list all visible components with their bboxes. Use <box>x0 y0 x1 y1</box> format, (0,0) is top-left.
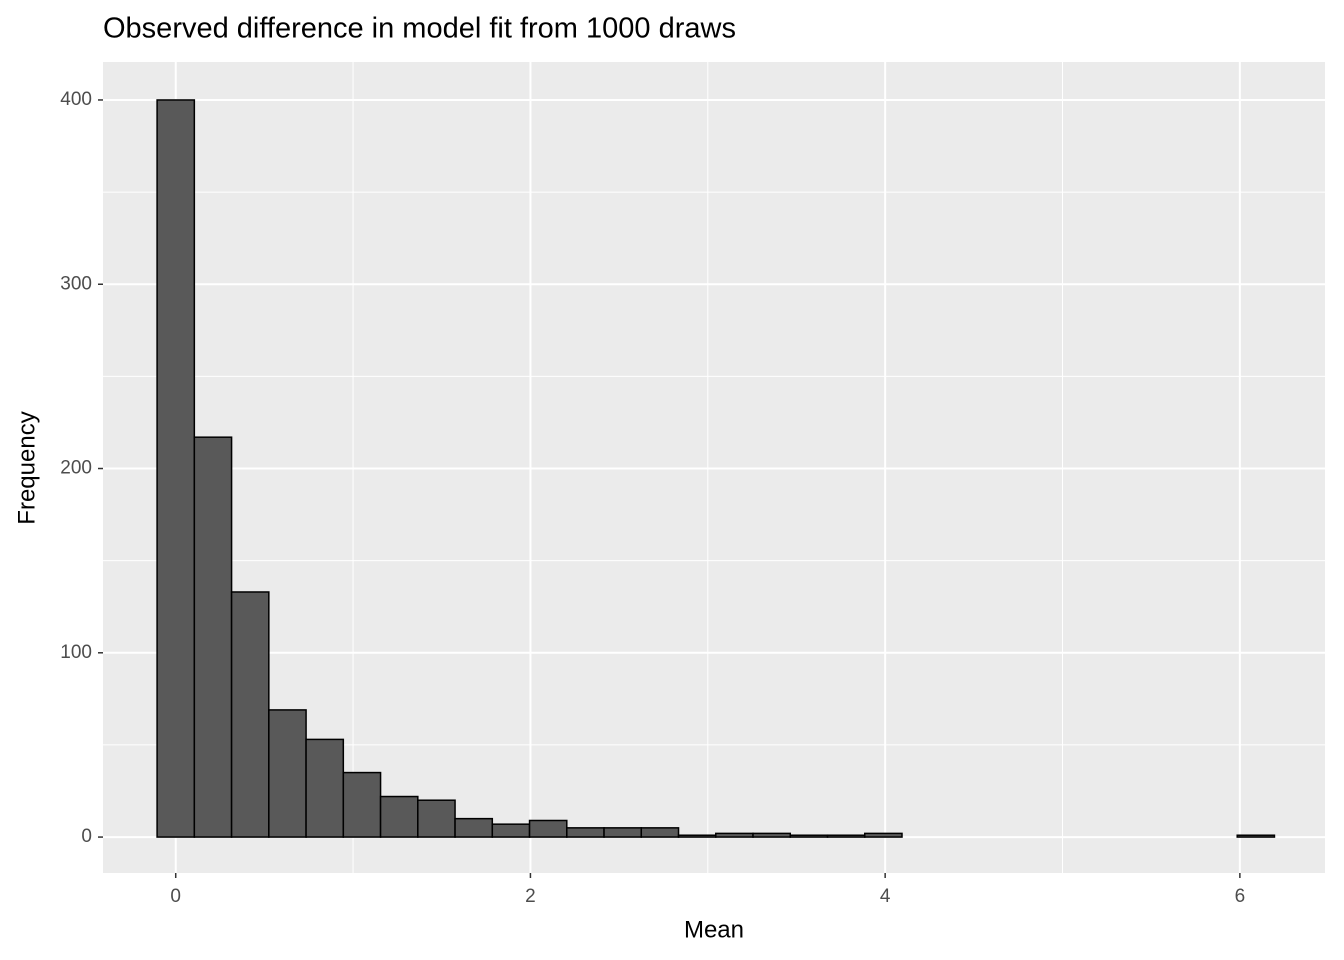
y-tick-label: 400 <box>60 89 92 110</box>
bar <box>752 832 792 838</box>
bar <box>305 738 345 838</box>
bar <box>789 834 829 838</box>
bar <box>491 823 531 838</box>
y-tick-label: 300 <box>60 273 92 294</box>
bar <box>677 834 717 838</box>
bar <box>193 436 233 838</box>
bar <box>156 99 196 838</box>
bar <box>603 827 643 838</box>
y-tick-label: 0 <box>81 826 92 847</box>
x-tick-label: 6 <box>1235 886 1246 907</box>
bar <box>1236 834 1276 838</box>
x-tick-label: 0 <box>170 886 181 907</box>
bar <box>342 771 382 838</box>
bar <box>715 832 754 838</box>
bar <box>528 819 568 838</box>
x-tick-label: 2 <box>525 886 536 907</box>
bar <box>826 834 866 838</box>
bar <box>379 795 419 838</box>
bar <box>864 832 903 838</box>
y-axis-title: Frequency <box>13 411 40 524</box>
bar <box>417 799 456 838</box>
y-tick-label: 100 <box>60 642 92 663</box>
bar <box>230 591 270 838</box>
chart-title: Observed difference in model fit from 10… <box>103 13 736 45</box>
bar <box>566 827 605 838</box>
bar <box>268 709 307 838</box>
x-axis-title: Mean <box>684 916 744 943</box>
bar <box>454 817 494 838</box>
x-tick-label: 4 <box>880 886 891 907</box>
bar <box>640 827 680 838</box>
y-tick-label: 200 <box>60 458 92 479</box>
